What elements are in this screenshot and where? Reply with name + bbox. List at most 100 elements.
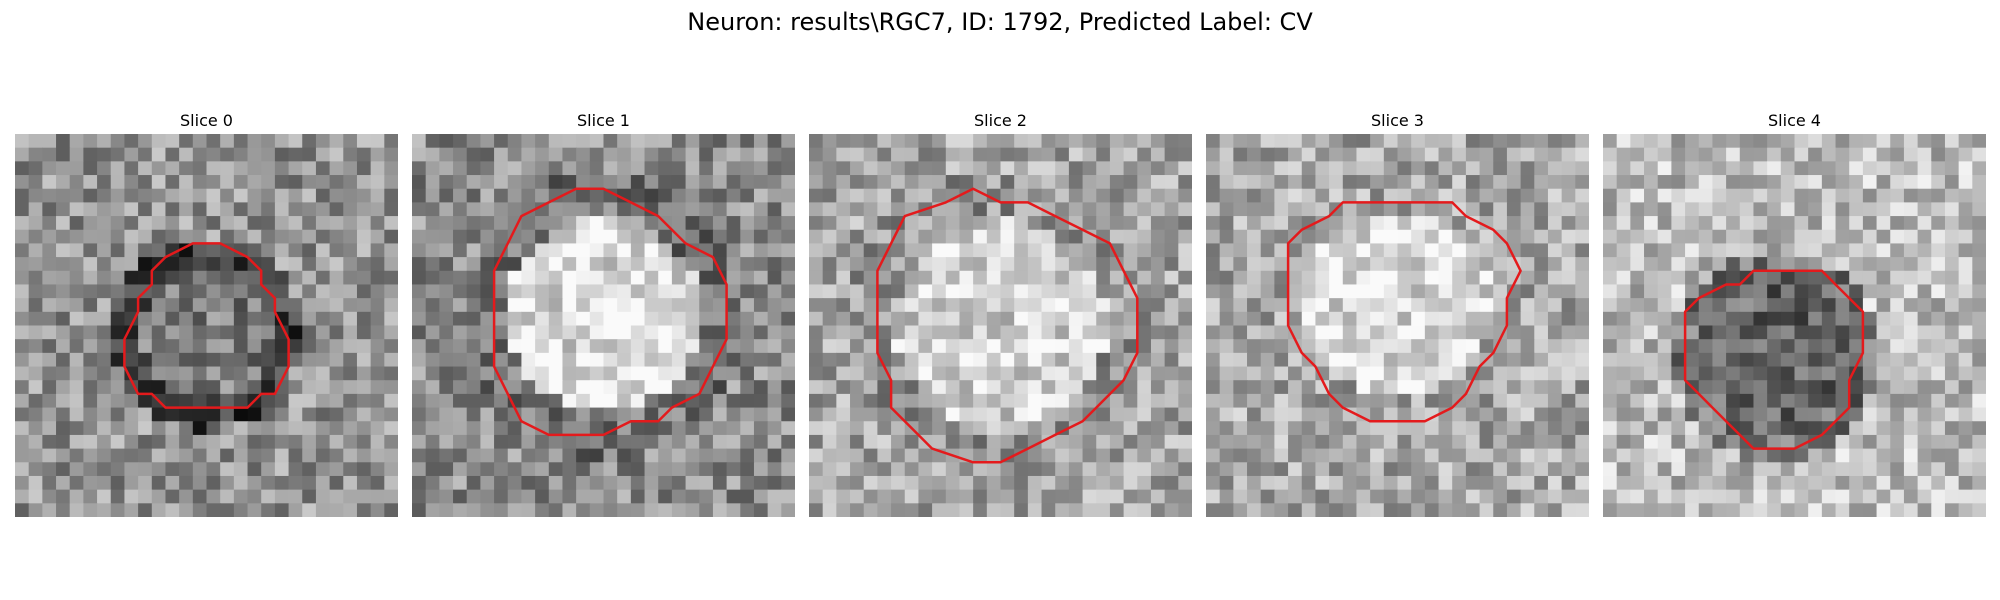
image-pixel: [1753, 393, 1768, 409]
image-pixel: [507, 161, 523, 176]
image-pixel: [69, 325, 84, 340]
image-pixel: [1794, 366, 1809, 381]
image-pixel: [1753, 188, 1768, 203]
image-pixel: [1506, 188, 1522, 203]
image-pixel: [1260, 434, 1275, 450]
image-pixel: [1096, 202, 1111, 217]
image-pixel: [1698, 421, 1714, 436]
image-pixel: [1630, 284, 1645, 299]
image-pixel: [1903, 270, 1919, 286]
image-pixel: [1260, 284, 1275, 299]
image-pixel: [329, 448, 344, 463]
image-pixel: [1014, 380, 1029, 395]
image-pixel: [1274, 216, 1289, 231]
image-pixel: [1739, 462, 1755, 477]
image-pixel: [1616, 325, 1631, 340]
image-pixel: [1794, 216, 1809, 231]
image-pixel: [1000, 462, 1015, 477]
image-pixel: [986, 503, 1002, 517]
image-pixel: [220, 421, 235, 436]
image-pixel: [28, 202, 43, 217]
image-pixel: [753, 434, 769, 450]
image-pixel: [1137, 243, 1152, 258]
image-pixel: [589, 270, 605, 286]
image-pixel: [836, 421, 851, 436]
image-pixel: [83, 243, 98, 258]
image-pixel: [850, 147, 865, 162]
image-pixel: [1726, 434, 1741, 450]
image-pixel: [740, 270, 755, 286]
image-pixel: [1903, 380, 1919, 395]
image-pixel: [1356, 407, 1371, 422]
image-pixel: [1657, 475, 1672, 491]
image-pixel: [945, 229, 961, 245]
image-pixel: [480, 284, 495, 299]
image-pixel: [1465, 421, 1481, 436]
image-pixel: [1150, 475, 1166, 491]
image-pixel: [753, 393, 769, 409]
image-pixel: [1753, 434, 1768, 450]
image-pixel: [589, 311, 605, 327]
image-pixel: [192, 229, 208, 245]
image-pixel: [1479, 448, 1494, 463]
image-pixel: [1424, 270, 1440, 286]
image-pixel: [1493, 216, 1508, 231]
image-pixel: [1109, 243, 1125, 258]
image-pixel: [1315, 407, 1330, 422]
image-pixel: [1260, 339, 1275, 354]
image-pixel: [1109, 229, 1125, 245]
image-pixel: [1411, 216, 1426, 231]
image-pixel: [42, 434, 57, 450]
image-pixel: [1603, 489, 1618, 504]
image-pixel: [658, 489, 673, 504]
image-pixel: [1506, 134, 1522, 149]
image-pixel: [274, 257, 290, 272]
image-pixel: [315, 216, 331, 231]
image-pixel: [1356, 421, 1371, 436]
image-pixel: [1137, 489, 1152, 504]
image-pixel: [192, 339, 208, 354]
image-pixel: [1014, 489, 1029, 504]
image-pixel: [1014, 325, 1029, 340]
image-pixel: [1862, 134, 1878, 149]
image-pixel: [453, 134, 468, 149]
image-pixel: [412, 421, 427, 436]
image-pixel: [562, 339, 577, 354]
image-pixel: [1219, 243, 1234, 258]
soma-contour: [876, 187, 1139, 464]
image-pixel: [425, 175, 440, 190]
image-pixel: [206, 407, 221, 422]
image-pixel: [712, 462, 728, 477]
image-pixel: [97, 270, 112, 286]
image-pixel: [576, 475, 591, 491]
image-pixel: [1438, 270, 1453, 286]
image-pixel: [753, 462, 769, 477]
image-pixel: [1452, 325, 1467, 340]
image-pixel: [1835, 503, 1850, 517]
image-pixel: [1370, 434, 1385, 450]
image-pixel: [1739, 421, 1755, 436]
image-pixel: [206, 366, 221, 381]
image-pixel: [521, 188, 536, 203]
image-pixel: [370, 298, 385, 313]
image-pixel: [274, 284, 290, 299]
image-pixel: [1356, 284, 1371, 299]
image-pixel: [1876, 175, 1891, 190]
image-pixel: [1123, 489, 1138, 504]
image-pixel: [1561, 352, 1576, 368]
image-pixel: [1383, 339, 1399, 354]
image-pixel: [261, 503, 276, 517]
image-pixel: [1465, 175, 1481, 190]
image-pixel: [1835, 434, 1850, 450]
image-pixel: [1520, 147, 1535, 162]
image-pixel: [1438, 421, 1453, 436]
image-pixel: [630, 147, 646, 162]
image-pixel: [535, 380, 550, 395]
image-pixel: [1041, 325, 1056, 340]
image-pixel: [767, 325, 782, 340]
image-pixel: [343, 270, 358, 286]
image-pixel: [1657, 175, 1672, 190]
image-pixel: [1424, 161, 1440, 176]
image-pixel: [1027, 216, 1043, 231]
image-pixel: [644, 243, 659, 258]
